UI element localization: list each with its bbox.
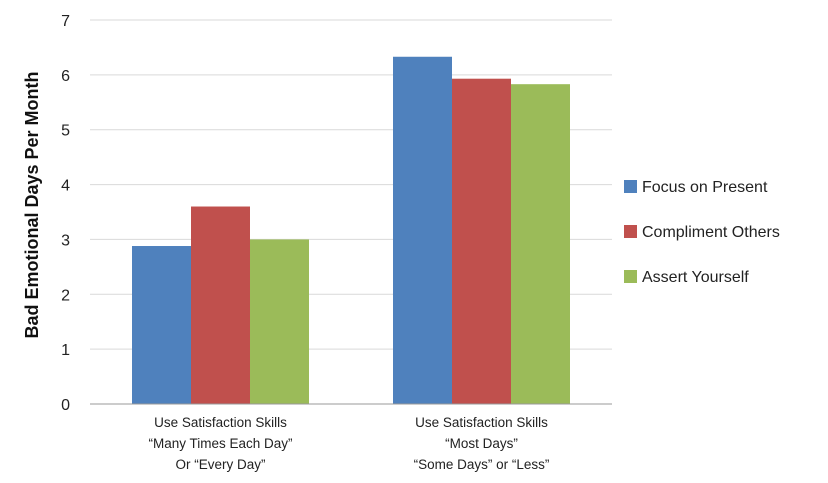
x-axis-categories: Use Satisfaction Skills “Many Times Each … <box>148 415 549 472</box>
bar-focus-on-present <box>132 246 191 404</box>
y-tick-label: 5 <box>61 123 70 140</box>
bar-assert-yourself <box>250 239 309 404</box>
x-category-label: Or “Every Day” <box>175 457 265 472</box>
y-tick-label: 1 <box>61 342 70 359</box>
x-category-label: Use Satisfaction Skills <box>154 415 287 430</box>
legend-label: Focus on Present <box>642 179 768 196</box>
y-tick-label: 0 <box>61 397 70 414</box>
y-tick-label: 3 <box>61 232 70 249</box>
bar-compliment-others <box>452 78 511 404</box>
legend-label: Assert Yourself <box>642 269 749 286</box>
legend: Focus on Present Compliment Others Assert … <box>624 179 780 286</box>
legend-swatch <box>624 180 637 193</box>
x-category-label: “Most Days” <box>445 436 518 451</box>
x-category-label: Use Satisfaction Skills <box>415 415 548 430</box>
legend-swatch <box>624 270 637 283</box>
legend-swatch <box>624 225 637 238</box>
x-category-label: “Many Times Each Day” <box>148 436 292 451</box>
y-axis-ticks: 0 1 2 3 4 5 6 7 <box>61 13 70 414</box>
bar-compliment-others <box>191 206 250 404</box>
y-tick-label: 7 <box>61 13 70 30</box>
bar-assert-yourself <box>511 84 570 404</box>
bars <box>132 56 570 405</box>
y-tick-label: 6 <box>61 68 70 85</box>
y-axis-label: Bad Emotional Days Per Month <box>22 71 42 338</box>
legend-label: Compliment Others <box>642 224 780 241</box>
x-category-label: “Some Days” or “Less” <box>414 457 550 472</box>
y-tick-label: 4 <box>61 178 70 195</box>
bar-focus-on-present <box>393 56 452 405</box>
y-tick-label: 2 <box>61 287 70 304</box>
